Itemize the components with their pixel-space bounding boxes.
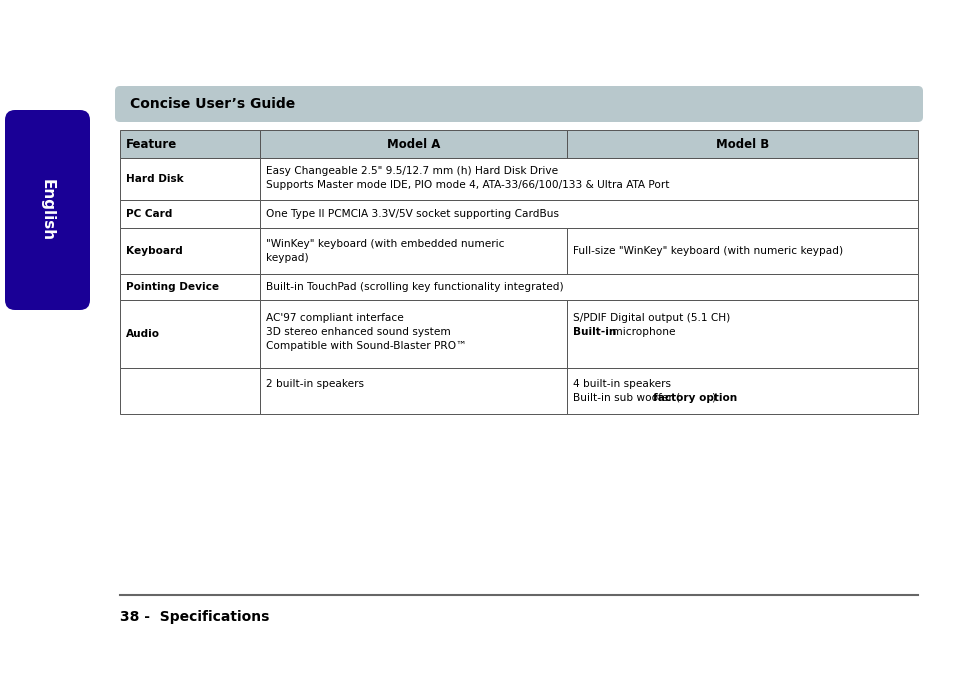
- Text: AC'97 compliant interface: AC'97 compliant interface: [265, 313, 403, 323]
- Bar: [120, 158, 259, 200]
- Bar: [120, 130, 259, 158]
- Bar: [259, 158, 917, 200]
- Bar: [259, 130, 566, 158]
- Text: PC Card: PC Card: [126, 209, 172, 219]
- Bar: [566, 300, 917, 368]
- Bar: [259, 368, 566, 414]
- Bar: [120, 300, 259, 368]
- Text: Compatible with Sound-Blaster PRO™: Compatible with Sound-Blaster PRO™: [265, 341, 466, 351]
- Bar: [120, 274, 259, 300]
- Text: One Type II PCMCIA 3.3V/5V socket supporting CardBus: One Type II PCMCIA 3.3V/5V socket suppor…: [265, 209, 558, 219]
- Text: microphone: microphone: [608, 327, 675, 337]
- Text: "WinKey" keyboard (with embedded numeric: "WinKey" keyboard (with embedded numeric: [265, 239, 503, 249]
- Bar: [259, 200, 917, 228]
- Text: Model B: Model B: [715, 137, 768, 151]
- Text: Full-size "WinKey" keyboard (with numeric keypad): Full-size "WinKey" keyboard (with numeri…: [573, 246, 842, 256]
- Bar: [259, 228, 566, 274]
- Text: Supports Master mode IDE, PIO mode 4, ATA-33/66/100/133 & Ultra ATA Port: Supports Master mode IDE, PIO mode 4, AT…: [265, 180, 668, 190]
- Text: Easy Changeable 2.5" 9.5/12.7 mm (h) Hard Disk Drive: Easy Changeable 2.5" 9.5/12.7 mm (h) Har…: [265, 166, 558, 176]
- Text: Pointing Device: Pointing Device: [126, 282, 219, 292]
- Text: 3D stereo enhanced sound system: 3D stereo enhanced sound system: [265, 327, 450, 337]
- Bar: [120, 228, 259, 274]
- Text: English: English: [40, 179, 55, 241]
- Bar: [259, 300, 566, 368]
- Text: Model A: Model A: [386, 137, 439, 151]
- Text: Concise User’s Guide: Concise User’s Guide: [130, 97, 294, 111]
- Bar: [259, 274, 917, 300]
- FancyBboxPatch shape: [115, 86, 923, 122]
- Bar: [566, 130, 917, 158]
- Text: Feature: Feature: [126, 137, 177, 151]
- Text: Built-in: Built-in: [573, 327, 616, 337]
- Text: ): ): [710, 393, 714, 403]
- Text: S/PDIF Digital output (5.1 CH): S/PDIF Digital output (5.1 CH): [573, 313, 729, 323]
- Text: 2 built-in speakers: 2 built-in speakers: [265, 379, 363, 389]
- Bar: [120, 200, 259, 228]
- Text: Built-in TouchPad (scrolling key functionality integrated): Built-in TouchPad (scrolling key functio…: [265, 282, 562, 292]
- Bar: [566, 228, 917, 274]
- Bar: [120, 368, 259, 414]
- Text: 4 built-in speakers: 4 built-in speakers: [573, 379, 670, 389]
- Text: 38 -  Specifications: 38 - Specifications: [120, 610, 269, 624]
- Text: factory option: factory option: [652, 393, 737, 403]
- Text: Hard Disk: Hard Disk: [126, 174, 183, 184]
- Text: Built-in sub woofer (: Built-in sub woofer (: [573, 393, 679, 403]
- FancyBboxPatch shape: [5, 110, 90, 310]
- Text: keypad): keypad): [265, 253, 308, 263]
- Text: Audio: Audio: [126, 329, 160, 339]
- Bar: [566, 368, 917, 414]
- Text: Keyboard: Keyboard: [126, 246, 183, 256]
